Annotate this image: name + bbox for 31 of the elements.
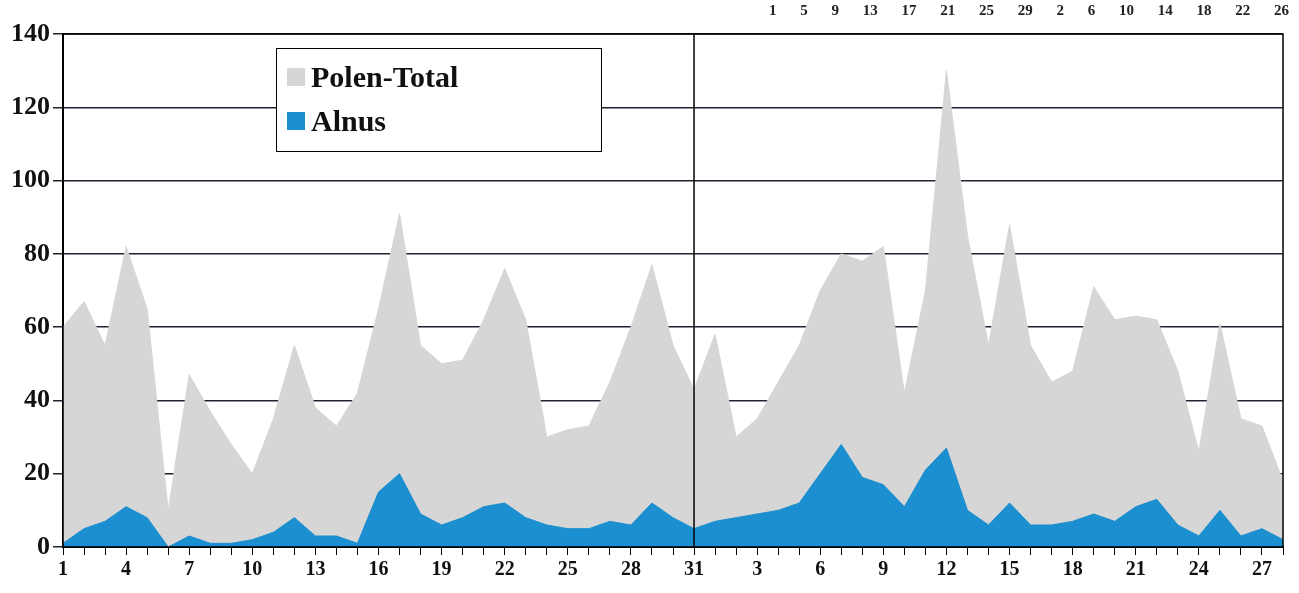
y-tick-label: 0 (37, 530, 50, 560)
y-tick-label: 60 (24, 310, 50, 340)
x-tick-label: 15 (999, 557, 1020, 580)
x-tick-label: 12 (936, 557, 957, 580)
legend-label: Polen-Total (311, 59, 459, 95)
x-tick-label: 18 (1062, 557, 1083, 580)
x-tick-label: 7 (184, 557, 195, 580)
legend-label: Alnus (311, 103, 387, 139)
y-tick-label: 80 (24, 237, 50, 267)
text: 1 5 9 13 17 21 25 29 2 6 10 14 18 22 26 (769, 2, 1289, 19)
x-tick-label: 9 (878, 557, 889, 580)
x-tick-label: 25 (557, 557, 578, 580)
x-tick-label: 16 (368, 557, 389, 580)
x-tick-label: 24 (1188, 557, 1209, 580)
y-tick-label: 100 (11, 164, 50, 194)
x-tick-label: 6 (815, 557, 826, 580)
x-tick-label: 27 (1251, 557, 1272, 580)
y-tick-label: 40 (24, 384, 50, 414)
x-tick-label: 28 (620, 557, 641, 580)
x-tick-label: 13 (305, 557, 326, 580)
x-tick-label: 31 (684, 557, 705, 580)
x-tick-label: 3 (752, 557, 763, 580)
x-tick-label: 22 (494, 557, 515, 580)
y-tick-label: 120 (11, 91, 50, 120)
x-tick-label: 1 (58, 557, 68, 580)
y-tick-label: 140 (11, 17, 50, 47)
x-tick-label: 10 (242, 557, 263, 580)
x-tick-label: 21 (1125, 557, 1146, 580)
x-tick-label: 19 (431, 557, 452, 580)
y-tick-label: 20 (24, 457, 50, 487)
x-tick-label: 4 (121, 557, 132, 580)
